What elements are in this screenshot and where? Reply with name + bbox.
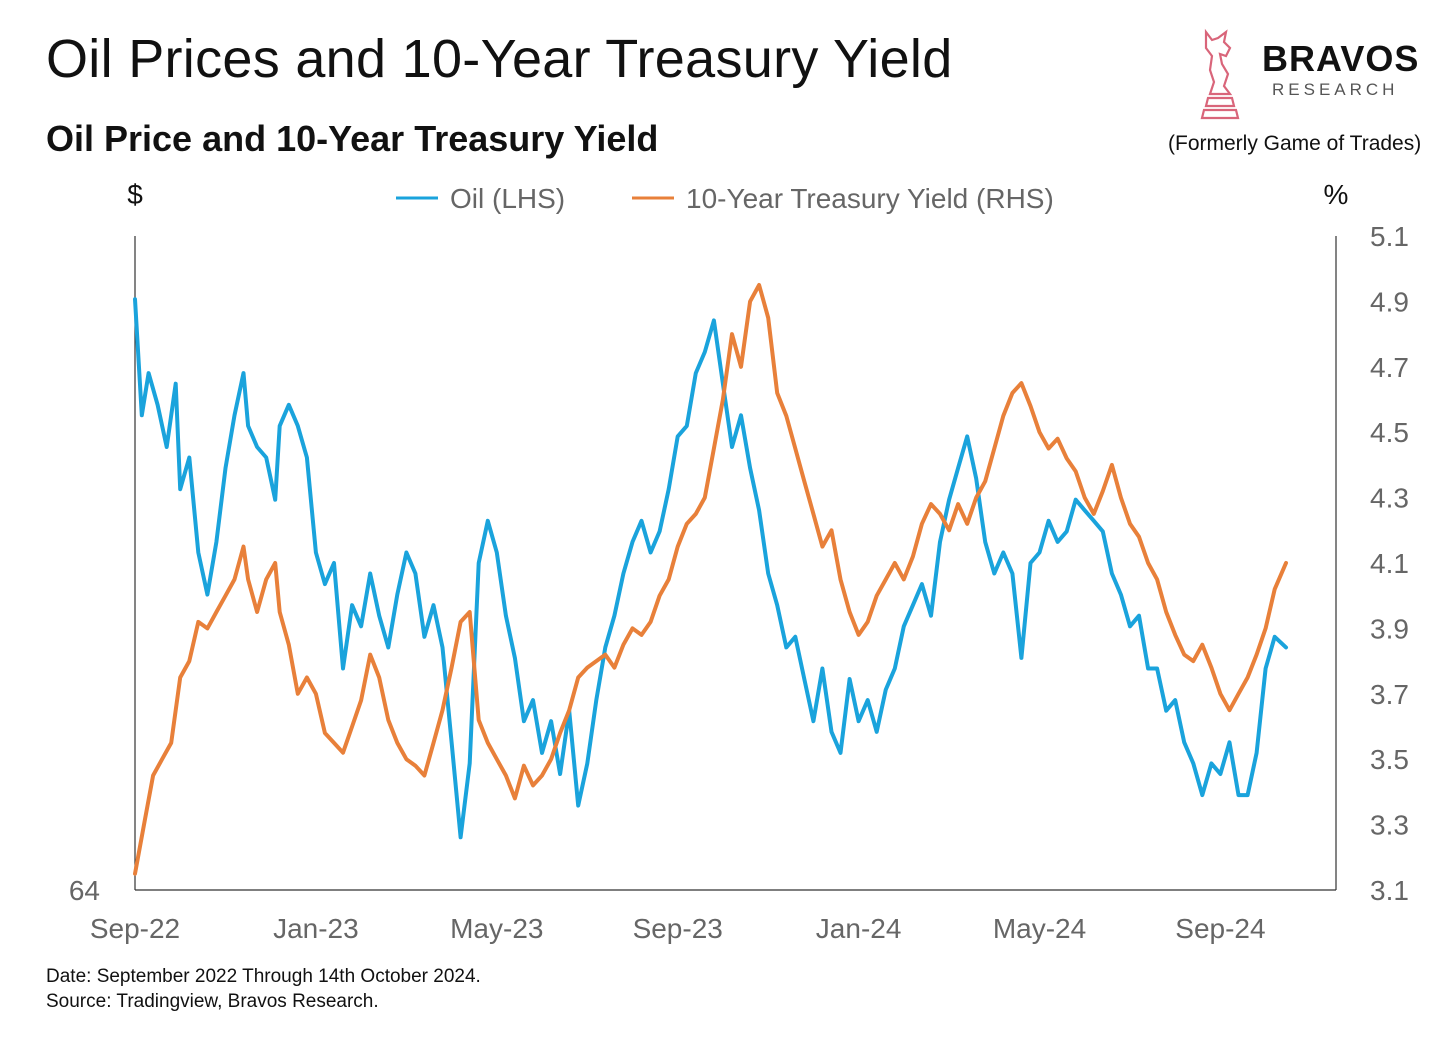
x-axis-tick-label: Sep-23 xyxy=(633,913,723,944)
right-axis-tick-label: 4.3 xyxy=(1370,483,1409,514)
x-axis-tick-label: Jan-23 xyxy=(273,913,359,944)
date-note: Date: September 2022 Through 14th Octobe… xyxy=(46,966,481,987)
oil-series-line xyxy=(133,297,1288,840)
right-axis-tick-label: 3.5 xyxy=(1370,744,1409,775)
treasury-yield-series-line xyxy=(133,283,1288,876)
bull-chess-knight-icon xyxy=(1200,28,1240,120)
x-axis-tick-label: Jan-24 xyxy=(816,913,902,944)
right-axis-tick-label: 5.1 xyxy=(1370,221,1409,252)
left-axis-tick-label: 64 xyxy=(69,875,100,906)
right-axis-tick-label: 4.7 xyxy=(1370,352,1409,383)
right-axis-tick-label: 3.7 xyxy=(1370,679,1409,710)
right-axis-tick-label: 3.1 xyxy=(1370,875,1409,906)
x-axis-tick-label: May-23 xyxy=(450,913,543,944)
right-axis-tick-label: 4.9 xyxy=(1370,286,1409,317)
right-axis-tick-label: 4.1 xyxy=(1370,548,1409,579)
left-axis-unit: $ xyxy=(127,179,143,210)
source-note: Source: Tradingview, Bravos Research. xyxy=(46,991,379,1012)
x-axis-tick-label: Sep-22 xyxy=(90,913,180,944)
series-layer xyxy=(133,283,1288,876)
brand-formerly-note: (Formerly Game of Trades) xyxy=(1168,132,1422,155)
brand-name: BRAVOS xyxy=(1262,38,1420,79)
legend-label: Oil (LHS) xyxy=(450,183,565,214)
right-axis-unit: % xyxy=(1324,179,1349,210)
right-axis-tick-label: 4.5 xyxy=(1370,417,1409,448)
x-axis-tick-label: May-24 xyxy=(993,913,1086,944)
x-axis-tick-label: Sep-24 xyxy=(1175,913,1265,944)
legend-label: 10-Year Treasury Yield (RHS) xyxy=(686,183,1054,214)
legend: Oil (LHS) 10-Year Treasury Yield (RHS) xyxy=(396,183,1054,214)
right-axis-tick-label: 3.3 xyxy=(1370,810,1409,841)
brand-subtitle: RESEARCH xyxy=(1272,80,1399,99)
chart-subtitle: Oil Price and 10-Year Treasury Yield xyxy=(46,118,659,159)
axes: $ % 64 5.1 4.9 4.7 4.5 4.3 4.1 3.9 3.7 3.5 3.3 3.1 Sep… xyxy=(69,179,1409,944)
right-axis-tick-label: 3.9 xyxy=(1370,613,1409,644)
chart-title: Oil Prices and 10-Year Treasury Yield xyxy=(46,29,953,89)
